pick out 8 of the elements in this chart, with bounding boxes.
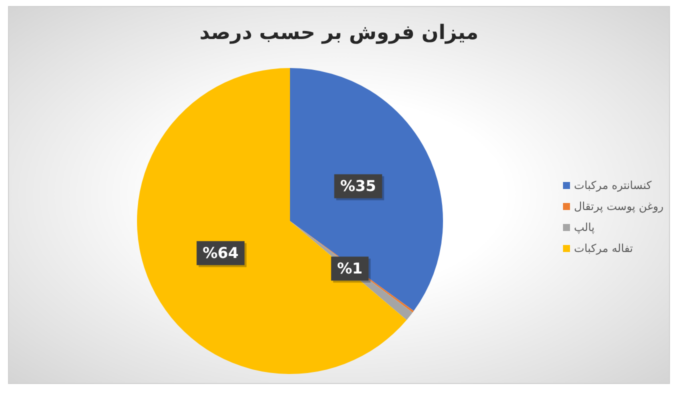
legend-label: تفاله مرکبات — [574, 242, 633, 255]
legend-label: پالپ — [574, 221, 595, 234]
legend-label: روغن پوست پرتقال — [574, 200, 664, 213]
legend-label: کنسانتره مرکبات — [574, 179, 652, 192]
data-label: %1 — [337, 260, 363, 278]
data-label: %35 — [340, 177, 376, 196]
chart-title: میزان فروش بر حسب درصد — [198, 20, 480, 44]
data-label: %64 — [202, 244, 239, 262]
